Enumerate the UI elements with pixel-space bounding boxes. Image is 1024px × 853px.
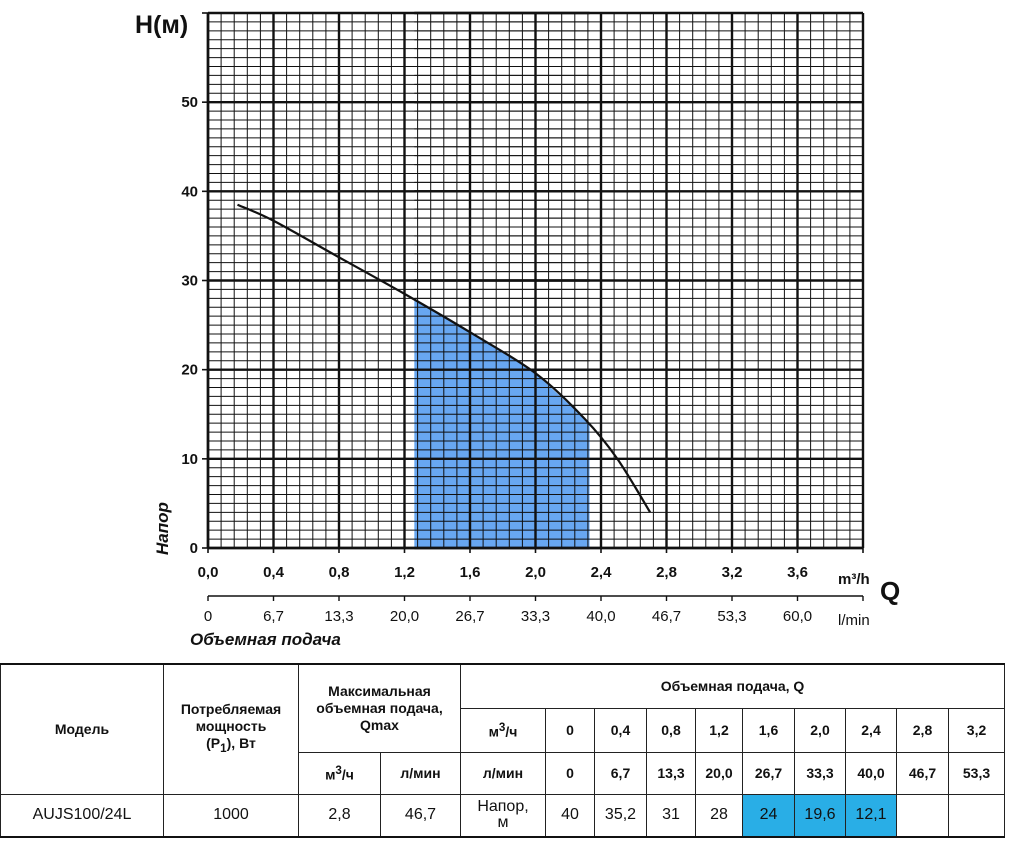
header-model: Модель: [0, 663, 164, 795]
operating-range-area: [414, 299, 590, 548]
row-head-label: Напор, м: [460, 793, 546, 838]
y-tick-label: 50: [181, 94, 198, 111]
flow-lmin-cell: 26,7: [742, 751, 795, 795]
y-tick-label: 10: [181, 451, 198, 468]
x-unit-lmin: l/min: [838, 612, 870, 629]
flow-lmin-cell: 13,3: [646, 751, 696, 795]
x-tick-label-lmin: 0: [204, 608, 212, 625]
x-tick-label-m3h: 1,2: [394, 564, 415, 581]
x-tick-label-m3h: 2,0: [525, 564, 546, 581]
header-qmax: Максимальная объемная подача, Qmax: [298, 663, 461, 753]
head-value-cell: 35,2: [594, 793, 647, 838]
x-tick-label-lmin: 6,7: [263, 608, 284, 625]
flow-m3h-cell: 3,2: [947, 707, 1006, 753]
flow-m3h-cell: 2,8: [896, 707, 949, 753]
head-curve: [237, 203, 652, 513]
operating-range-layer: [414, 11, 590, 550]
head-value-cell: 24: [742, 793, 795, 838]
flow-m3h-cell: 1,6: [742, 707, 795, 753]
axes-layer: [202, 12, 864, 601]
header-flow-title: Объемная подача, Q: [459, 663, 1006, 709]
row-qmax-lmin: 46,7: [380, 793, 461, 838]
x-tick-labels-m3h: 0,0 0,4 0,8 1,2 1,6 2,0 2,4 2,8 3,2 3,6: [198, 564, 808, 581]
flow-m3h-cell: 0: [545, 707, 595, 753]
x-tick-label-lmin: 33,3: [521, 608, 550, 625]
y-axis-title: Напор: [153, 502, 172, 555]
y-tick-label: 40: [181, 183, 198, 200]
flow-m3h-cell: 2,4: [845, 707, 897, 753]
head-value-cell: [896, 793, 949, 838]
header-lmin-unit: л/мин: [460, 751, 546, 795]
x-tick-label-m3h: 1,6: [460, 564, 481, 581]
x-tick-label-lmin: 13,3: [324, 608, 353, 625]
x-tick-label-m3h: 3,2: [722, 564, 743, 581]
flow-m3h-cell: 1,2: [695, 707, 743, 753]
flow-lmin-cell: 53,3: [947, 751, 1006, 795]
x-tick-label-m3h: 2,8: [656, 564, 677, 581]
head-value-cell: 19,6: [794, 793, 846, 838]
flow-lmin-cell: 0: [545, 751, 595, 795]
flow-lmin-cell: 33,3: [794, 751, 846, 795]
x-axis-title: Объемная подача: [190, 630, 341, 649]
flow-lmin-cell: 6,7: [594, 751, 647, 795]
y-tick-label: 20: [181, 362, 198, 379]
header-power: Потребляемая мощность (P1), Вт: [163, 663, 299, 795]
row-power: 1000: [163, 793, 299, 838]
qmax-lmin-unit: л/мин: [380, 751, 461, 795]
flow-m3h-cell: 0,4: [594, 707, 647, 753]
x-tick-label-m3h: 0,0: [198, 564, 219, 581]
curve-layer: [237, 203, 652, 513]
flow-lmin-cell: 46,7: [896, 751, 949, 795]
specs-table: Модель Потребляемая мощность (P1), Вт Ма…: [0, 663, 1006, 838]
flow-m3h-cell: 0,8: [646, 707, 696, 753]
row-qmax-m3h: 2,8: [298, 793, 381, 838]
x-tick-label-lmin: 40,0: [586, 608, 615, 625]
qmax-m3h-unit: м3/ч: [298, 751, 381, 795]
x-tick-label-lmin: 60,0: [783, 608, 812, 625]
performance-chart: H(м) Напор 0 10 20 30 40 50 0,0 0,4 0,8 1,2 1,6 2,…: [135, 11, 900, 649]
y-tick-label: 30: [181, 273, 198, 290]
x-tick-label-lmin: 20,0: [390, 608, 419, 625]
x-tick-label-m3h: 2,4: [591, 564, 613, 581]
head-value-cell: 28: [695, 793, 743, 838]
head-value-cell: [947, 793, 1006, 838]
x-unit-m3h: m³/h: [838, 571, 870, 588]
x-tick-label-lmin: 53,3: [717, 608, 746, 625]
flow-lmin-cell: 40,0: [845, 751, 897, 795]
head-value-cell: 40: [545, 793, 595, 838]
x-tick-label-m3h: 0,4: [263, 564, 285, 581]
x-tick-label-lmin: 26,7: [455, 608, 484, 625]
x-tick-label-lmin: 46,7: [652, 608, 681, 625]
y-tick-labels: 0 10 20 30 40 50: [181, 94, 198, 557]
row-model: AUJS100/24L: [0, 793, 164, 838]
x-tick-label-m3h: 0,8: [329, 564, 350, 581]
x-tick-labels-lmin: 0 6,7 13,3 20,0 26,7 33,3 40,0 46,7 53,3 60,0: [204, 608, 812, 625]
flow-lmin-cell: 20,0: [695, 751, 743, 795]
flow-m3h-cell: 2,0: [794, 707, 846, 753]
header-m3h-unit: м3/ч: [460, 707, 546, 753]
head-value-cell: 12,1: [845, 793, 897, 838]
y-axis-label: H(м): [135, 11, 188, 39]
head-value-cell: 31: [646, 793, 696, 838]
y-tick-label: 0: [190, 540, 198, 557]
x-tick-label-m3h: 3,6: [787, 564, 808, 581]
x-axis-q-label: Q: [880, 576, 900, 606]
